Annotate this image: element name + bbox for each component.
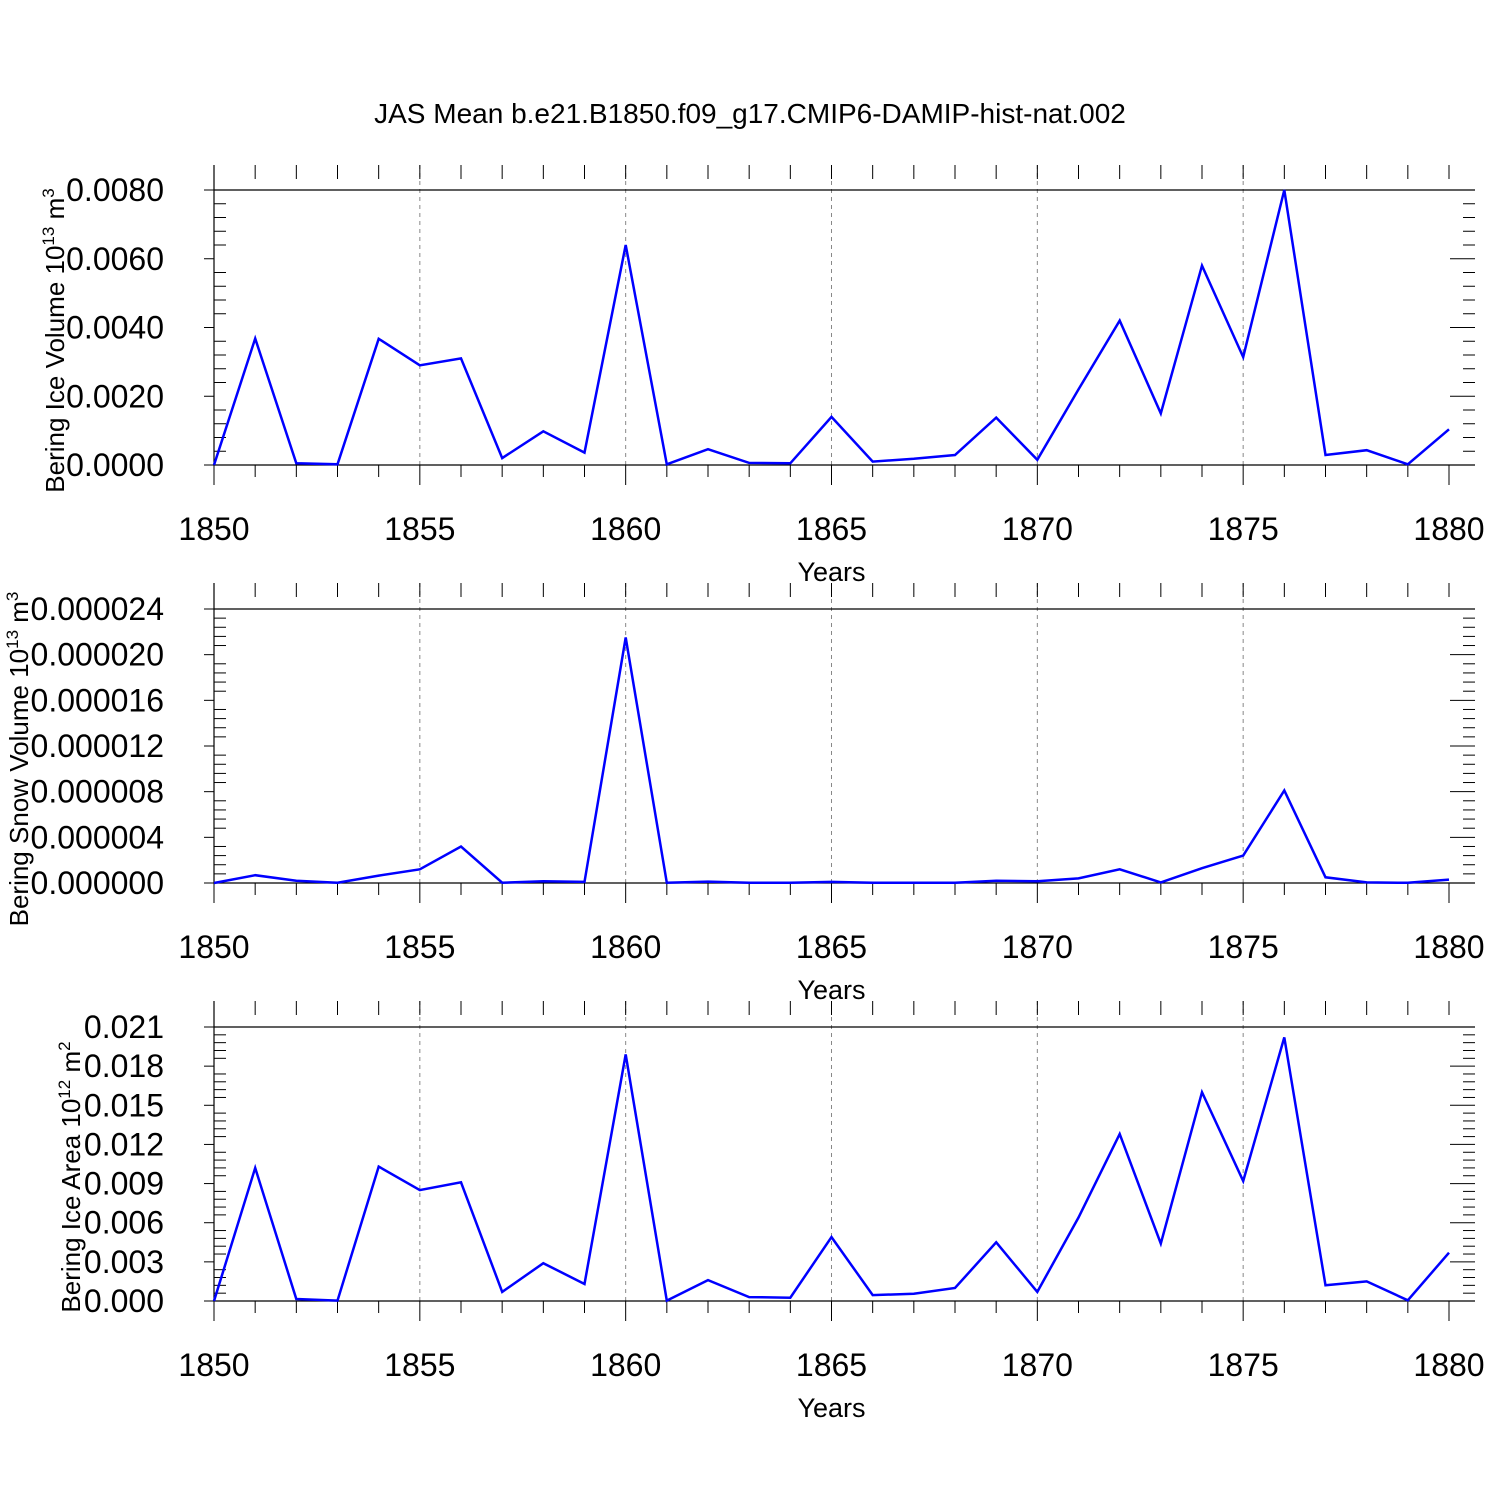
y-tick-label: 0.021 [84,1009,164,1045]
y-tick-label: 0.0060 [66,241,164,277]
chart-panel-ice-volume: 1850 1855 1860 1865 1870 1875 1880 Years 0.0000 0… [39,165,1485,587]
y-tick-label: 0.009 [84,1166,164,1202]
y-tick-label: 0.015 [84,1087,164,1123]
x-tick-label: 1875 [1208,1347,1279,1383]
plot-frame [213,1001,1475,1302]
x-tick-label: 1850 [178,511,249,547]
y-axis-label-exponent: 12 [55,1080,74,1099]
y-tick-label: 0.000016 [31,682,164,718]
y-tick-label: 0.018 [84,1048,164,1084]
x-tick-label: 1855 [384,929,455,965]
y-axis-label-unit: m [40,198,70,227]
x-tick-label: 1870 [1002,511,1073,547]
x-axis-label: Years [797,975,865,1005]
x-tick-label: 1875 [1208,511,1279,547]
y-axis-label: Bering Snow Volume 1013 m3 [3,592,34,927]
y-axis-label-exponent: 13 [3,630,22,649]
y-tick-label: 0.0000 [66,447,164,483]
x-tick-label: 1880 [1413,511,1484,547]
y-axis-label: Bering Ice Area 1012 m2 [55,1041,86,1312]
x-tick-label: 1860 [590,929,661,965]
x-tick-label: 1880 [1413,929,1484,965]
y-axis-label: Bering Ice Volume 1013 m3 [39,188,70,492]
y-axis-label-text: Bering Ice Area 10 [56,1099,86,1313]
x-tick-label: 1855 [384,511,455,547]
plot-frame [213,165,1475,466]
x-tick-label: 1865 [796,929,867,965]
x-tick-label: 1850 [178,929,249,965]
y-axis-label-unit: m [4,601,34,630]
y-axis-label-unit-exponent: 3 [3,592,22,601]
y-tick-label: 0.012 [84,1126,164,1162]
y-tick-label: 0.000000 [31,865,164,901]
x-tick-label: 1865 [796,1347,867,1383]
page-title: JAS Mean b.e21.B1850.f09_g17.CMIP6-DAMIP… [374,98,1126,129]
y-tick-label: 0.000012 [31,728,164,764]
data-series-line [213,637,1450,885]
x-tick-label: 1850 [178,1347,249,1383]
chart-panel-snow-volume: 1850 1855 1860 1865 1870 1875 1880 Years 0.00000… [3,583,1485,1005]
x-tick-label: 1880 [1413,1347,1484,1383]
x-tick-label: 1855 [384,1347,455,1383]
x-tick-label: 1870 [1002,1347,1073,1383]
plot-frame [213,583,1475,884]
x-tick-label: 1865 [796,511,867,547]
x-axis-label: Years [797,557,865,587]
y-tick-label: 0.000020 [31,637,164,673]
y-tick-label: 0.0020 [66,378,164,414]
y-tick-label: 0.0040 [66,310,164,346]
y-tick-label: 0.000 [84,1283,164,1319]
y-tick-label: 0.003 [84,1244,164,1280]
y-tick-label: 0.000004 [31,819,164,855]
y-tick-label: 0.0080 [66,172,164,208]
x-tick-label: 1860 [590,511,661,547]
data-series-line [212,189,1450,466]
x-tick-label: 1860 [590,1347,661,1383]
y-tick-label: 0.006 [84,1205,164,1241]
y-axis-label-unit-exponent: 3 [39,188,58,197]
x-tick-label: 1870 [1002,929,1073,965]
y-axis-label-text: Bering Snow Volume 10 [4,649,34,927]
chart-panel-ice-area: 1850 1855 1860 1865 1870 1875 1880Years0.0000.… [55,1001,1485,1423]
data-series-line [212,1037,1450,1303]
y-axis-label-text: Bering Ice Volume 10 [40,246,70,493]
y-axis-label-unit-exponent: 2 [55,1041,74,1050]
y-tick-label: 0.000024 [31,591,164,627]
x-axis-label: Years [797,1393,865,1423]
y-tick-label: 0.000008 [31,774,164,810]
y-axis-label-exponent: 13 [39,227,58,246]
x-tick-label: 1875 [1208,929,1279,965]
y-axis-label-unit: m [56,1051,86,1080]
